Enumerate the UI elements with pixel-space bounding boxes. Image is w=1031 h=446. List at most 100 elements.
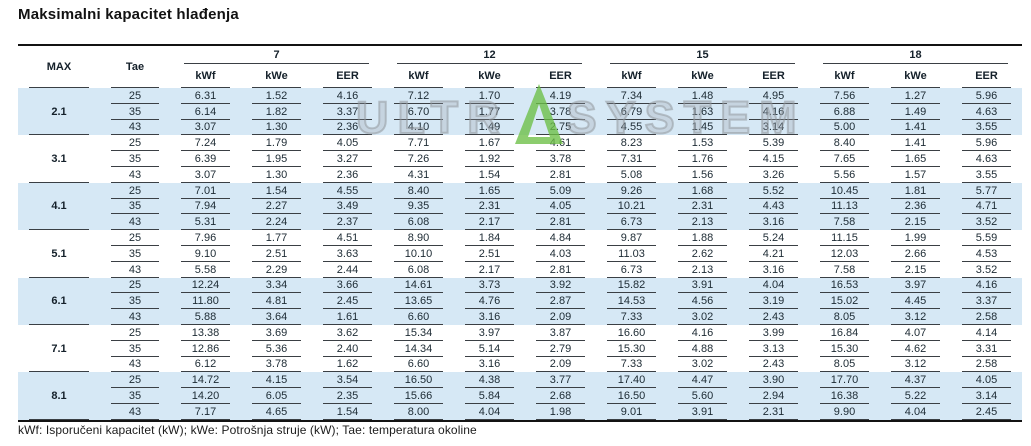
value-cell: 15.34	[383, 325, 454, 341]
value-cell: 1.82	[241, 103, 312, 120]
value-cell: 3.91	[667, 403, 738, 421]
value-cell: 1.54	[312, 403, 383, 421]
value-cell: 14.20	[170, 388, 241, 404]
tae-value-cell: 35	[100, 198, 170, 215]
value-cell: 3.26	[738, 167, 809, 183]
value-cell: 3.34	[241, 277, 312, 294]
value-cell: 1.61	[312, 309, 383, 325]
tae-value-cell: 35	[100, 293, 170, 310]
value-cell: 4.43	[738, 198, 809, 215]
value-cell: 7.71	[383, 135, 454, 151]
value-cell: 4.95	[738, 88, 809, 104]
value-cell: 1.67	[454, 135, 525, 151]
value-cell: 3.78	[241, 357, 312, 373]
subheader-eer: EER	[312, 64, 383, 88]
value-cell: 3.99	[738, 325, 809, 341]
table-body: 2.1 25 6.31 1.52 4.16 7.12 1.70 4.19 7.34 1.48 4.9…	[18, 88, 1022, 421]
value-cell: 9.35	[383, 198, 454, 215]
value-cell: 4.61	[525, 135, 596, 151]
value-cell: 5.59	[951, 230, 1022, 246]
value-cell: 2.43	[738, 309, 809, 325]
value-cell: 2.17	[454, 214, 525, 231]
value-cell: 11.80	[170, 293, 241, 310]
value-cell: 2.94	[738, 388, 809, 404]
tae-value-cell: 25	[100, 88, 170, 104]
value-cell: 3.62	[312, 325, 383, 341]
value-cell: 4.63	[951, 103, 1022, 120]
table-row: 35 12.86 5.36 2.40 14.34 5.14 2.79 15.30 4.88 3.1…	[18, 341, 1022, 357]
value-cell: 15.30	[809, 341, 880, 357]
table-header: MAX Tae 7 12 15 18 kWf kWe EER kWf kWe E…	[18, 45, 1022, 88]
value-cell: 7.01	[170, 182, 241, 199]
value-cell: 8.90	[383, 230, 454, 246]
value-cell: 2.51	[454, 246, 525, 262]
value-cell: 3.78	[525, 151, 596, 167]
value-cell: 5.36	[241, 341, 312, 357]
value-cell: 7.34	[596, 88, 667, 104]
value-cell: 3.12	[880, 309, 951, 325]
value-cell: 2.36	[312, 167, 383, 183]
max-column-header: MAX	[18, 45, 100, 88]
value-cell: 3.87	[525, 325, 596, 341]
value-cell: 4.16	[951, 277, 1022, 294]
value-cell: 4.04	[880, 403, 951, 421]
table-row: 2.1 25 6.31 1.52 4.16 7.12 1.70 4.19 7.34 1.48 4.9…	[18, 88, 1022, 136]
value-cell: 4.31	[383, 167, 454, 183]
value-cell: 1.48	[667, 88, 738, 104]
footnote: kWf: Isporučeni kapacitet (kW); kWe: Pot…	[18, 423, 477, 437]
table-row: 4.1 25 7.01 1.54 4.55 8.40 1.65 5.09 9.26 1.68 5.5…	[18, 182, 1022, 231]
value-cell: 7.33	[596, 309, 667, 325]
value-cell: 5.96	[951, 88, 1022, 104]
value-cell: 7.26	[383, 151, 454, 167]
value-cell: 5.84	[454, 388, 525, 404]
value-cell: 12.86	[170, 341, 241, 357]
value-cell: 2.40	[312, 341, 383, 357]
group-header-18: 18	[809, 45, 1022, 64]
tae-value-cell: 25	[100, 277, 170, 294]
value-cell: 7.17	[170, 403, 241, 421]
value-cell: 6.88	[809, 103, 880, 120]
tae-value-cell: 43	[100, 214, 170, 231]
value-cell: 10.21	[596, 198, 667, 215]
value-cell: 7.94	[170, 198, 241, 215]
value-cell: 1.49	[880, 103, 951, 120]
value-cell: 13.65	[383, 293, 454, 310]
subheader-kwe: kWe	[880, 64, 951, 88]
value-cell: 1.27	[880, 88, 951, 104]
value-cell: 1.63	[667, 103, 738, 120]
value-cell: 3.73	[454, 277, 525, 294]
value-cell: 1.49	[454, 119, 525, 136]
value-cell: 3.37	[951, 293, 1022, 310]
tae-value-cell: 35	[100, 341, 170, 357]
max-value-cell: 6.1	[18, 277, 100, 326]
value-cell: 14.72	[170, 372, 241, 389]
value-cell: 3.55	[951, 119, 1022, 136]
value-cell: 2.81	[525, 262, 596, 278]
table-row: 35 6.14 1.82 3.37 6.70 1.77 3.78 6.79 1.63 4.16 6.…	[18, 103, 1022, 120]
value-cell: 7.65	[809, 151, 880, 167]
value-cell: 3.14	[738, 119, 809, 136]
value-cell: 1.68	[667, 182, 738, 199]
table-row: 7.1 25 13.38 3.69 3.62 15.34 3.97 3.87 16.60 4.16…	[18, 325, 1022, 373]
value-cell: 15.66	[383, 388, 454, 404]
value-cell: 1.79	[241, 135, 312, 151]
value-cell: 2.13	[667, 214, 738, 231]
value-cell: 13.38	[170, 325, 241, 341]
tae-value-cell: 35	[100, 103, 170, 120]
value-cell: 4.88	[667, 341, 738, 357]
value-cell: 5.58	[170, 262, 241, 278]
value-cell: 4.76	[454, 293, 525, 310]
table-row: 43 5.58 2.29 2.44 6.08 2.17 2.81 6.73 2.13 3.16 7.…	[18, 262, 1022, 278]
value-cell: 4.71	[951, 198, 1022, 215]
value-cell: 3.69	[241, 325, 312, 341]
group-header-15: 15	[596, 45, 809, 64]
value-cell: 11.15	[809, 230, 880, 246]
page-title: Maksimalni kapacitet hlađenja	[18, 6, 239, 23]
value-cell: 5.60	[667, 388, 738, 404]
value-cell: 4.05	[312, 135, 383, 151]
value-cell: 3.90	[738, 372, 809, 389]
group-header-row: MAX Tae 7 12 15 18	[18, 45, 1022, 87]
tae-value-cell: 43	[100, 403, 170, 421]
value-cell: 3.55	[951, 167, 1022, 183]
value-cell: 2.45	[312, 293, 383, 310]
